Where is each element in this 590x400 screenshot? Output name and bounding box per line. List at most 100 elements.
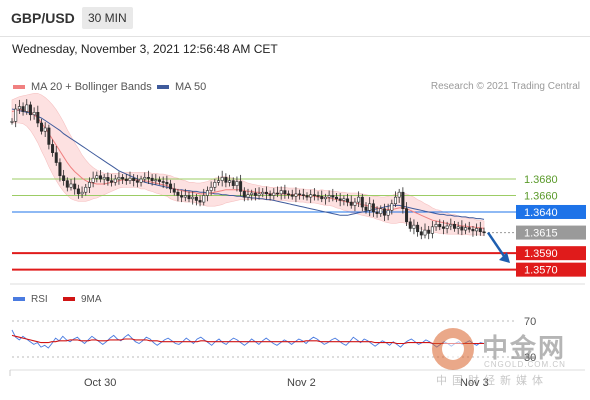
candle-body-89 — [338, 198, 342, 201]
candle-body-36 — [143, 177, 147, 180]
candle-body-77 — [294, 193, 298, 197]
ma20-label: MA 20 + Bollinger Bands — [31, 81, 152, 93]
candle-body-107 — [405, 208, 409, 223]
candle-body-104 — [393, 196, 397, 205]
level-tag-4 — [516, 246, 586, 261]
watermark-subtitle: 中国财经新媒体 — [436, 375, 548, 387]
candle-body-112 — [423, 229, 427, 236]
legend-rsi-ma: 9MA — [63, 294, 102, 305]
candle-body-95 — [360, 196, 364, 208]
candle-body-105 — [397, 191, 401, 198]
candle-body-125 — [471, 228, 475, 232]
level-label-4: 1.3590 — [524, 248, 558, 260]
rsi-label: RSI — [31, 294, 48, 305]
level-tag-5 — [516, 262, 586, 277]
candle-body-56 — [217, 180, 221, 183]
candle-body-116 — [438, 224, 442, 228]
date-line: Wednesday, November 3, 2021 12:56:48 AM … — [12, 42, 278, 56]
candle-body-119 — [449, 224, 453, 227]
candle-body-121 — [456, 226, 460, 229]
candle-body-63 — [242, 191, 246, 198]
candle-body-24 — [99, 175, 103, 180]
candle-body-99 — [375, 211, 379, 214]
candle-body-106 — [401, 191, 405, 209]
watermark-logo-icon — [432, 328, 474, 370]
watermark: 中金网 CNGOLD.COM.CN 中国财经新媒体 — [432, 326, 582, 387]
rsi-line — [11, 329, 485, 349]
candle-body-40 — [158, 179, 162, 182]
candle-body-31 — [124, 178, 128, 181]
candle-body-4 — [25, 104, 29, 112]
candle-body-12 — [54, 152, 58, 163]
candle-body-50 — [194, 196, 198, 201]
candle-body-0 — [10, 121, 14, 123]
candle-body-97 — [368, 203, 372, 211]
candle-body-55 — [213, 182, 217, 188]
candle-body-79 — [301, 194, 305, 196]
candle-body-9 — [43, 127, 47, 132]
candle-body-1 — [14, 108, 18, 122]
candle-body-73 — [279, 190, 283, 195]
candle-body-81 — [309, 194, 313, 198]
x-label-oct30: Oct 30 — [84, 377, 117, 389]
candle-body-52 — [202, 195, 206, 203]
x-label-nov2: Nov 2 — [287, 377, 316, 389]
candle-body-13 — [58, 162, 62, 177]
candle-body-23 — [95, 175, 99, 179]
rsi-tick-1: 30 — [524, 352, 536, 364]
candle-body-35 — [139, 178, 143, 183]
candle-body-101 — [382, 208, 386, 216]
candle-body-5 — [28, 104, 32, 116]
level-label-1: 1.3660 — [524, 191, 558, 203]
candle-body-15 — [65, 180, 69, 188]
level-label-3: 1.3615 — [524, 228, 558, 240]
candle-body-39 — [154, 179, 158, 182]
level-label-2: 1.3640 — [524, 207, 558, 219]
candle-body-65 — [250, 192, 254, 195]
candle-body-48 — [187, 195, 191, 200]
candle-body-14 — [62, 175, 66, 181]
candle-body-82 — [312, 194, 316, 196]
candle-body-93 — [353, 201, 357, 206]
candle-body-78 — [298, 193, 302, 196]
candle-body-7 — [36, 111, 40, 124]
header-bar: GBP/USD 30 MIN — [0, 0, 590, 37]
candle-body-128 — [482, 231, 486, 234]
candle-body-127 — [478, 228, 482, 233]
candle-body-96 — [364, 206, 368, 211]
ma20-swatch — [13, 85, 25, 90]
rsi-swatch — [13, 297, 25, 302]
candle-body-37 — [146, 177, 150, 179]
bollinger-band — [11, 93, 485, 237]
candle-body-68 — [261, 191, 265, 195]
research-credit: Research © 2021 Trading Central — [430, 81, 580, 92]
candle-body-98 — [371, 203, 375, 213]
candle-body-2 — [17, 106, 21, 110]
candle-body-108 — [408, 221, 412, 229]
candle-body-11 — [51, 144, 55, 153]
candle-body-85 — [323, 196, 327, 200]
candle-body-46 — [180, 195, 184, 198]
candle-body-26 — [106, 177, 110, 181]
candle-body-91 — [346, 198, 350, 203]
candle-body-123 — [464, 227, 468, 231]
candle-body-72 — [275, 192, 279, 195]
candle-body-109 — [412, 224, 416, 229]
candle-body-80 — [305, 195, 309, 198]
candle-body-84 — [320, 196, 324, 200]
watermark-url: CNGOLD.COM.CN — [484, 360, 566, 369]
candle-body-10 — [47, 127, 51, 145]
candle-body-94 — [357, 196, 361, 203]
rsi-ma-line — [11, 334, 484, 345]
candle-body-28 — [113, 178, 117, 183]
candle-body-110 — [416, 224, 420, 233]
timeframe-badge[interactable]: 30 MIN — [82, 7, 133, 29]
candle-body-41 — [161, 181, 165, 183]
candle-body-113 — [427, 229, 431, 234]
candle-body-66 — [253, 192, 257, 196]
candle-body-71 — [272, 192, 276, 196]
candle-body-120 — [452, 224, 456, 229]
candle-body-75 — [287, 193, 291, 196]
level-tag-3 — [516, 225, 586, 240]
